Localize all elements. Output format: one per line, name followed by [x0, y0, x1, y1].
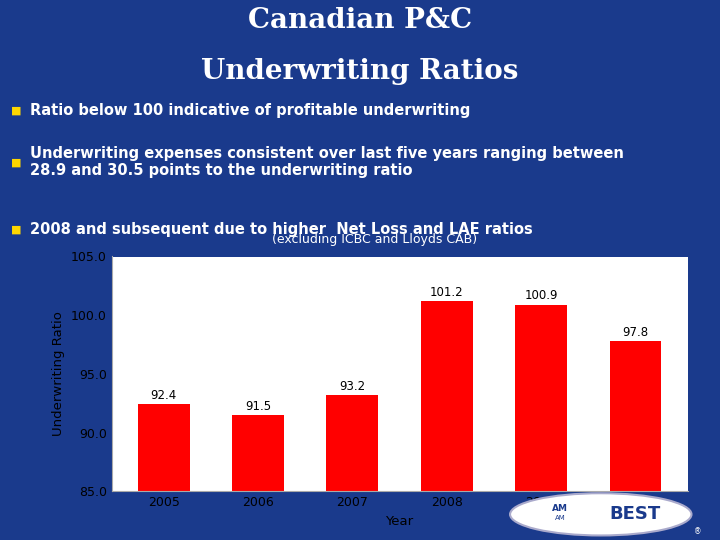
Bar — [232, 415, 284, 491]
Y-axis label: Underwriting Ratio: Underwriting Ratio — [53, 312, 66, 436]
Bar — [138, 404, 189, 491]
Bar — [516, 305, 567, 491]
Text: AM: AM — [552, 504, 569, 514]
Text: ■: ■ — [11, 106, 21, 116]
X-axis label: Year: Year — [385, 515, 414, 528]
Text: ■: ■ — [11, 225, 21, 234]
Text: ®: ® — [694, 527, 701, 536]
Text: (excluding ICBC and Lloyds CAB): (excluding ICBC and Lloyds CAB) — [272, 233, 477, 246]
Text: 2008 and subsequent due to higher  Net Loss and LAE ratios: 2008 and subsequent due to higher Net Lo… — [30, 222, 533, 237]
Text: 97.8: 97.8 — [622, 326, 649, 339]
Text: ■: ■ — [11, 157, 21, 167]
Text: 91.5: 91.5 — [245, 400, 271, 413]
Ellipse shape — [510, 493, 691, 536]
Text: 100.9: 100.9 — [524, 289, 558, 302]
Text: Ratio below 100 indicative of profitable underwriting: Ratio below 100 indicative of profitable… — [30, 103, 471, 118]
Text: 101.2: 101.2 — [430, 286, 464, 299]
Text: Underwriting expenses consistent over last five years ranging between
28.9 and 3: Underwriting expenses consistent over la… — [30, 146, 624, 178]
Text: Canadian P&C: Canadian P&C — [248, 6, 472, 33]
Text: BEST: BEST — [609, 505, 661, 523]
Text: AM: AM — [555, 515, 566, 521]
Text: Underwriting Ratios: Underwriting Ratios — [202, 58, 518, 85]
Bar — [610, 341, 662, 491]
Bar — [420, 301, 473, 491]
Bar — [326, 395, 379, 491]
Text: 92.4: 92.4 — [150, 389, 177, 402]
Text: 93.2: 93.2 — [339, 380, 366, 393]
